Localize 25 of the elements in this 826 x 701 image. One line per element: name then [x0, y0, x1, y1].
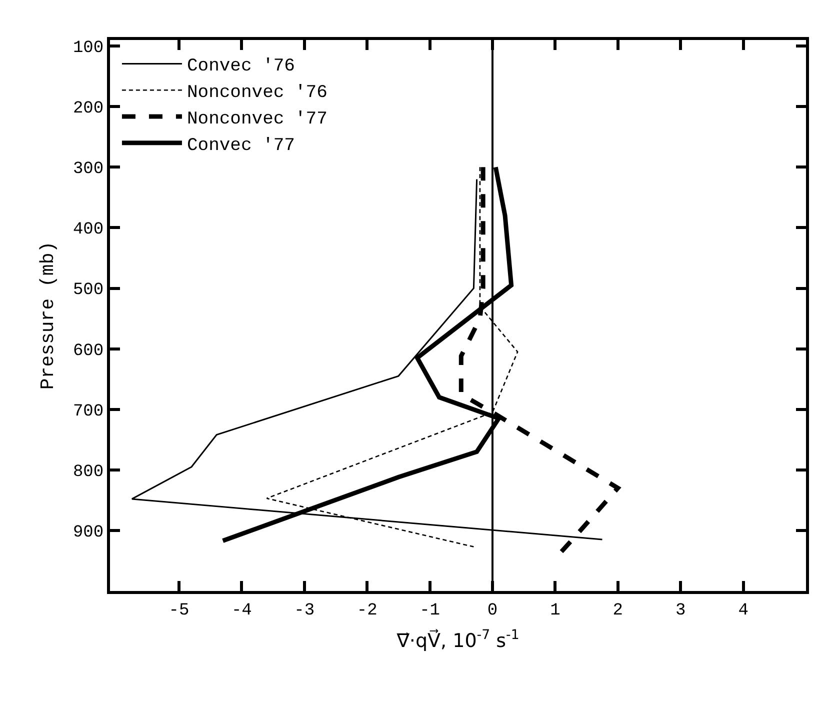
x-tick-label: 2 [612, 601, 623, 620]
y-tick-label: 500 [72, 281, 104, 300]
x-tick-label: 0 [487, 601, 498, 620]
y-tick-label: 400 [72, 220, 104, 240]
y-tick-label: 200 [72, 100, 104, 119]
y-axis-title: Pressure (mb) [36, 241, 59, 390]
x-tick-label: -5 [168, 601, 190, 620]
x-tick-label: -4 [231, 601, 252, 620]
y-tick-label: 300 [72, 160, 104, 180]
legend-label: Convec '76 [186, 56, 295, 77]
x-tick-label: -3 [294, 601, 315, 620]
y-tick-label: 100 [72, 39, 104, 58]
y-tick-label: 800 [72, 462, 104, 482]
legend-label: Nonconvec '76 [186, 83, 328, 104]
y-tick-label: 700 [72, 402, 104, 422]
legend-label: Nonconvec '77 [186, 110, 328, 130]
y-tick-label: 600 [72, 342, 104, 361]
x-tick-label: 3 [675, 601, 686, 620]
legend-label: Convec '77 [186, 136, 295, 156]
x-tick-label: 1 [550, 601, 560, 620]
x-tick-label: 4 [738, 601, 748, 620]
x-tick-label: -1 [420, 601, 440, 620]
x-tick-label: -2 [356, 601, 378, 620]
x-axis-title: ∇⃗·qV⃗, 10$^{-7}$ s$^{-1}$ [396, 628, 520, 652]
y-tick-label: 900 [72, 523, 104, 542]
